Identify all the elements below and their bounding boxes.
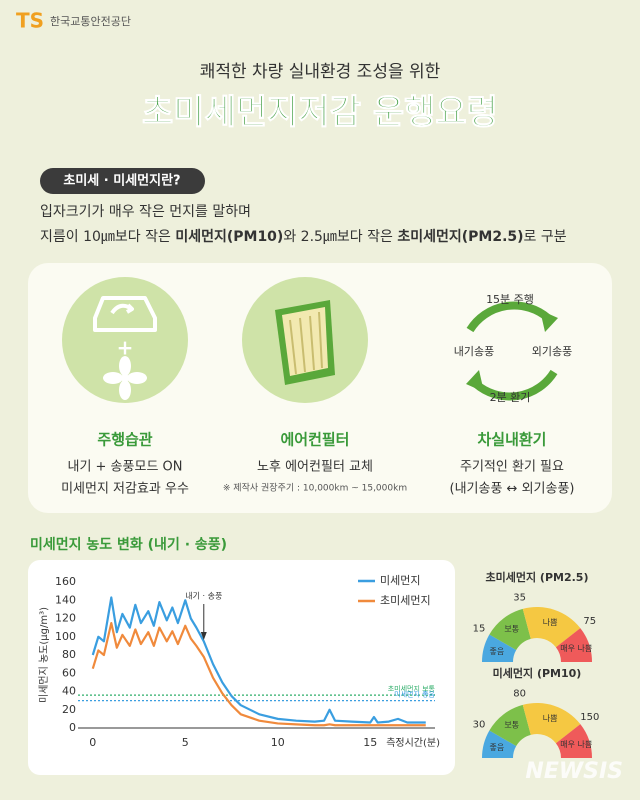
intro-text: 지름이 10㎛보다 작은 xyxy=(40,229,175,245)
cycle-label: 2분 환기 xyxy=(490,391,531,404)
x-axis-label: 측정시간(분) xyxy=(386,737,440,749)
gauge-level: 나쁨 xyxy=(543,618,558,627)
cycle-arrowheads xyxy=(466,310,558,392)
intro-line: 지름이 10㎛보다 작은 미세먼지(PM10)와 2.5㎛보다 작은 초미세먼지… xyxy=(40,228,567,245)
intro-heading: 초미세 · 미세먼지란? xyxy=(63,173,180,189)
x-tick-label: 15 xyxy=(363,736,377,749)
cycle-label: 15분 주행 xyxy=(486,293,534,306)
tip-line: (내기송풍 ↔ 외기송풍) xyxy=(450,482,575,497)
tip-line: 미세먼지 저감효과 우수 xyxy=(61,482,189,497)
intro-text: 로 구분 xyxy=(524,229,567,245)
chart-title: 미세먼지 농도 변화 (내기 · 송풍) xyxy=(30,536,227,553)
tip-note: ※ 제작사 권장주기 : 10,000km ~ 15,000km xyxy=(223,482,407,494)
gauge-level: 매우 나쁨 xyxy=(560,644,592,653)
tip-title: 에어컨필터 xyxy=(280,431,349,449)
gauge-title: 미세먼지 (PM10) xyxy=(493,666,582,680)
gauge-tick: 150 xyxy=(580,712,599,723)
y-tick-label: 140 xyxy=(55,593,76,606)
gauge-level: 나쁨 xyxy=(543,714,558,723)
y-tick-label: 100 xyxy=(55,630,76,643)
x-tick-label: 5 xyxy=(182,736,189,749)
series-line xyxy=(91,621,426,727)
gauge-level: 보통 xyxy=(504,721,519,730)
tip-line: 내기 + 송풍모드 ON xyxy=(67,460,182,475)
plus-icon: + xyxy=(117,336,134,360)
tip-title: 주행습관 xyxy=(97,431,152,449)
gauge-segment xyxy=(489,704,531,746)
gauge-segment xyxy=(522,607,581,648)
gauge-tick: 75 xyxy=(583,616,596,627)
watermark: NEWSIS xyxy=(525,759,623,784)
y-tick-label: 20 xyxy=(62,703,76,716)
y-tick-label: 160 xyxy=(55,575,76,588)
org-name: 한국교통안전공단 xyxy=(50,15,131,28)
tip-line: 노후 에어컨필터 교체 xyxy=(257,460,373,475)
cycle-label: 내기송풍 xyxy=(454,345,494,358)
cycle-arrows xyxy=(466,301,558,401)
title: 초미세먼지저감 운행요령 xyxy=(142,93,498,133)
gauge-segment xyxy=(522,703,581,744)
icon-circle xyxy=(62,277,188,403)
y-tick-label: 120 xyxy=(55,612,76,625)
x-tick-label: 0 xyxy=(89,736,96,749)
fan-icon xyxy=(103,356,147,400)
logo: TS xyxy=(16,9,44,33)
gauge-segment xyxy=(555,724,592,758)
subtitle: 쾌적한 차량 실내환경 조성을 위한 xyxy=(200,62,441,82)
filter-icon xyxy=(275,300,335,385)
tip-title: 차실내환기 xyxy=(477,431,546,449)
threshold-label: 초미세먼지 보통 xyxy=(388,684,436,693)
intro-text: 초미세먼지(PM2.5) xyxy=(397,228,523,245)
car-icon xyxy=(93,296,157,332)
gauge-segment xyxy=(489,608,531,650)
series-line xyxy=(91,596,426,724)
gauge-segment xyxy=(482,634,517,662)
gauge-tick: 35 xyxy=(513,592,526,603)
intro-text: 미세먼지(PM10) xyxy=(175,228,283,245)
y-tick-label: 40 xyxy=(62,685,76,698)
cycle-label: 외기송풍 xyxy=(532,345,572,358)
annotation-arrowhead xyxy=(200,632,207,640)
gauge-level: 좋음 xyxy=(490,647,505,656)
gauge-segment xyxy=(482,730,517,758)
intro-line: 입자크기가 매우 작은 먼지를 말하며 xyxy=(40,204,251,220)
gauge-segment xyxy=(555,628,592,662)
gauge-level: 보통 xyxy=(504,625,519,634)
gauge-tick: 80 xyxy=(513,688,526,699)
legend-label: 초미세먼지 xyxy=(380,594,431,607)
y-axis-label: 미세먼지 농도(μg/m³) xyxy=(38,607,50,703)
gauge-tick: 30 xyxy=(473,720,486,731)
x-tick-label: 10 xyxy=(271,736,285,749)
legend-label: 미세먼지 xyxy=(380,574,420,587)
gauge-title: 초미세먼지 (PM2.5) xyxy=(486,570,589,584)
intro-pill xyxy=(40,168,205,194)
intro-text: 와 2.5㎛보다 작은 xyxy=(283,229,397,245)
y-tick-label: 0 xyxy=(69,721,76,734)
annotation: 내기 · 송풍 xyxy=(185,592,222,601)
y-tick-label: 80 xyxy=(62,648,76,661)
threshold-label: 미세먼지 좋음 xyxy=(394,690,435,699)
gauge-level: 좋음 xyxy=(490,743,505,752)
gauge-tick: 15 xyxy=(473,624,486,635)
y-tick-label: 60 xyxy=(62,666,76,679)
gauge-level: 매우 나쁨 xyxy=(560,740,592,749)
tip-line: 주기적인 환기 필요 xyxy=(460,460,564,475)
